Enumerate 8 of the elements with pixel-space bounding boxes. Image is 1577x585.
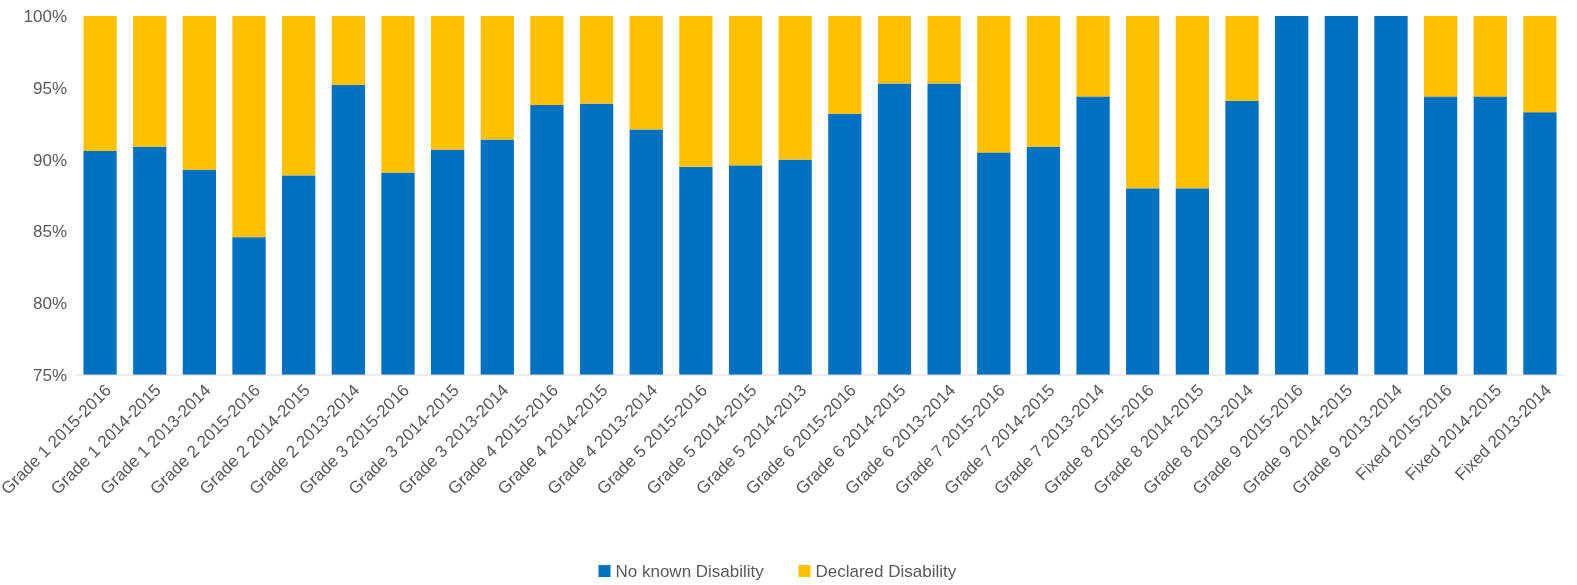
legend-label: No known Disability [615, 561, 765, 581]
y-tick-label: 100% [23, 6, 67, 26]
y-tick-label: 95% [32, 78, 67, 98]
y-tick-label: 85% [32, 222, 67, 242]
y-tick-label: 80% [32, 294, 67, 314]
legend-label: Declared Disability [815, 561, 957, 581]
y-tick-label: 75% [32, 365, 67, 385]
y-tick-label: 90% [32, 150, 67, 170]
